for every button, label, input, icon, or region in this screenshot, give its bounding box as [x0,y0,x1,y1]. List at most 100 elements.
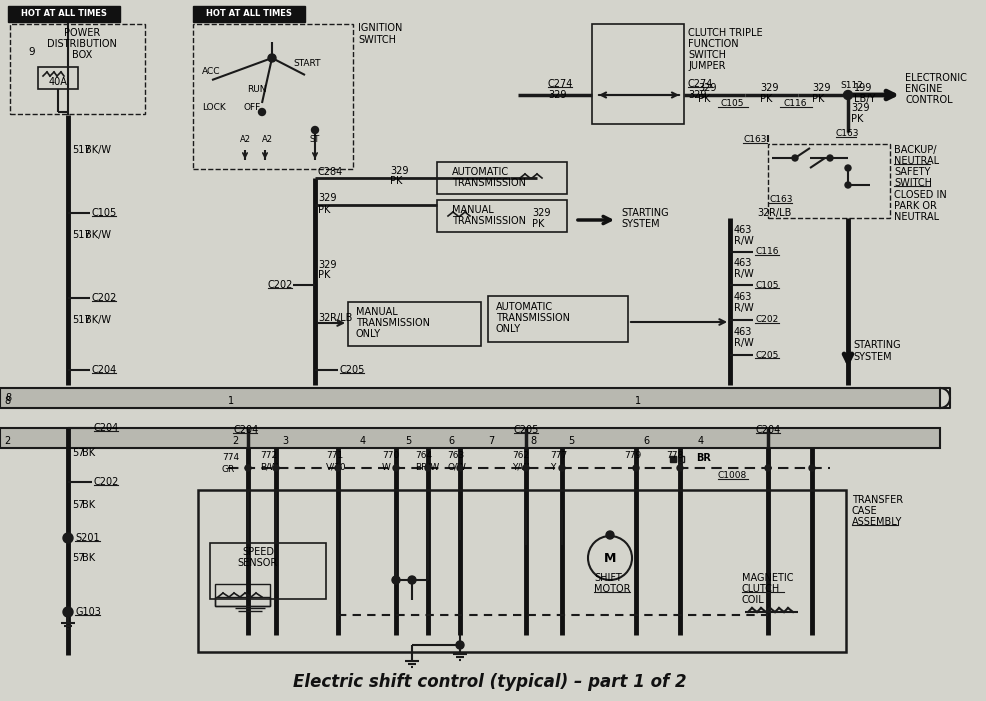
Text: 40A: 40A [48,77,67,87]
Text: 517: 517 [72,145,91,155]
Bar [0,428,940,448]
Text: 57: 57 [72,500,85,510]
Text: C163: C163 [836,130,860,139]
Text: 778: 778 [666,451,683,459]
Text: 329: 329 [688,90,707,100]
Text: 329: 329 [318,193,336,203]
Text: C274: C274 [548,79,574,89]
Text: O/W: O/W [447,463,465,472]
Text: A2: A2 [240,135,251,144]
Circle shape [606,531,614,539]
Text: 779: 779 [624,451,641,459]
Bar [193,6,305,22]
Bar [198,490,846,652]
Text: START: START [293,58,320,67]
Text: PK: PK [760,94,772,104]
Circle shape [809,465,815,471]
Text: ASSEMBLY: ASSEMBLY [852,517,902,527]
Text: SYSTEM: SYSTEM [853,352,891,362]
Text: MOTOR: MOTOR [594,584,630,594]
Bar [488,296,628,342]
Text: SWITCH: SWITCH [688,50,726,60]
Text: 774: 774 [222,454,240,463]
Circle shape [523,465,529,471]
Text: CLUTCH: CLUTCH [742,584,780,594]
Text: 57: 57 [72,553,85,563]
Text: SAFETY: SAFETY [894,167,931,177]
Text: CLUTCH TRIPLE: CLUTCH TRIPLE [688,28,762,38]
Text: DISTRIBUTION: DISTRIBUTION [47,39,117,49]
Text: BACKUP/: BACKUP/ [894,145,937,155]
Text: R/W: R/W [734,303,753,313]
Text: TRANSFER: TRANSFER [852,495,903,505]
Text: MAGNETIC: MAGNETIC [742,573,794,583]
Text: C274: C274 [688,79,714,89]
Circle shape [827,155,833,161]
Text: COIL: COIL [742,595,765,605]
Text: C116: C116 [755,247,779,257]
Text: C204: C204 [233,425,258,435]
Text: STARTING: STARTING [853,340,900,350]
Text: A2: A2 [262,135,273,144]
Text: R/W: R/W [734,338,753,348]
Bar [592,24,684,124]
Text: C163: C163 [743,135,766,144]
Text: PK: PK [390,176,402,186]
Text: R/W: R/W [734,269,753,279]
Text: SWITCH: SWITCH [358,35,396,45]
Text: TRANSMISSION: TRANSMISSION [452,216,526,226]
Text: 8: 8 [4,396,10,406]
Text: ENGINE: ENGINE [905,84,943,94]
Text: 329: 329 [390,166,408,176]
Text: C205: C205 [755,350,778,360]
Text: 7: 7 [488,436,494,446]
Text: C1008: C1008 [718,472,747,480]
Text: 5: 5 [405,436,411,446]
Bar [670,456,676,462]
Text: 763: 763 [447,451,464,459]
Text: ONLY: ONLY [356,329,382,339]
Text: 4: 4 [698,436,704,446]
Text: BOX: BOX [72,50,92,60]
Text: C202: C202 [92,293,117,303]
Text: PARK OR: PARK OR [894,201,937,211]
Text: Electric shift control (typical) – part 1 of 2: Electric shift control (typical) – part … [293,673,687,691]
Circle shape [63,607,73,617]
Text: R/LB: R/LB [769,208,792,218]
Text: BK: BK [82,553,95,563]
Text: 463: 463 [734,225,752,235]
Text: IGNITION: IGNITION [358,23,402,33]
Bar [10,24,145,114]
Text: 1: 1 [635,396,641,406]
Text: C116: C116 [783,100,807,109]
Text: AUTOMATIC: AUTOMATIC [496,302,553,312]
Text: Y/W: Y/W [512,463,529,472]
Text: BK: BK [82,448,95,458]
Bar [193,24,353,169]
Bar [437,162,567,194]
Text: 329: 329 [812,83,830,93]
Text: 777: 777 [550,451,567,459]
Text: 772: 772 [260,451,277,459]
Bar [678,456,684,462]
Circle shape [258,109,265,116]
Text: JUMPER: JUMPER [688,61,726,71]
Text: LB/Y: LB/Y [854,94,876,104]
Text: BK/W: BK/W [85,145,111,155]
Text: MANUAL: MANUAL [452,205,494,215]
Circle shape [408,576,416,584]
Text: G103: G103 [75,607,101,617]
Text: PK: PK [532,219,544,229]
Text: NEUTRAL: NEUTRAL [894,156,939,166]
Text: V/10: V/10 [326,463,347,472]
Circle shape [765,465,771,471]
Text: C284: C284 [317,167,342,177]
Text: C202: C202 [268,280,294,290]
Text: S112: S112 [840,81,863,90]
Circle shape [559,465,565,471]
Circle shape [845,182,851,188]
Text: 3: 3 [282,436,288,446]
Bar [215,584,270,606]
Text: SPEED: SPEED [242,547,274,557]
Text: CLOSED IN: CLOSED IN [894,190,947,200]
